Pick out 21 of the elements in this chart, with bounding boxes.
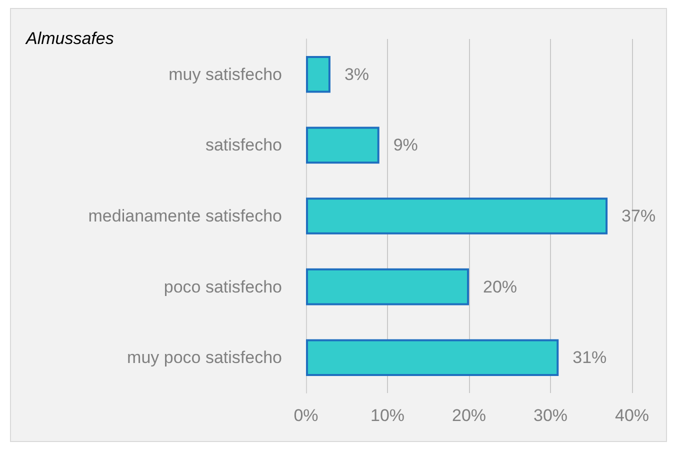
x-tick-label: 40% bbox=[614, 406, 650, 425]
data-label: 20% bbox=[483, 277, 518, 296]
bar bbox=[306, 268, 469, 306]
data-label: 3% bbox=[344, 64, 370, 84]
bar bbox=[306, 198, 608, 234]
data-label: 9% bbox=[393, 136, 418, 155]
bar bbox=[306, 126, 380, 164]
bar bbox=[306, 339, 559, 376]
x-tick-label: 10% bbox=[370, 406, 405, 425]
x-tick-label: 30% bbox=[533, 406, 568, 425]
y-tick-label: satisfecho bbox=[205, 136, 282, 155]
text: Almussafes bbox=[25, 29, 114, 48]
y-tick-label: medianamente satisfecho bbox=[88, 206, 282, 226]
x-tick-label: 0% bbox=[294, 406, 318, 425]
bar bbox=[306, 56, 330, 93]
y-tick-label: muy poco satisfecho bbox=[127, 348, 282, 368]
x-tick-label: 20% bbox=[452, 406, 486, 425]
y-tick-label: muy satisfecho bbox=[168, 64, 282, 84]
data-label: 37% bbox=[622, 206, 656, 226]
data-label: 31% bbox=[572, 348, 607, 368]
y-tick-label: poco satisfecho bbox=[164, 277, 282, 296]
